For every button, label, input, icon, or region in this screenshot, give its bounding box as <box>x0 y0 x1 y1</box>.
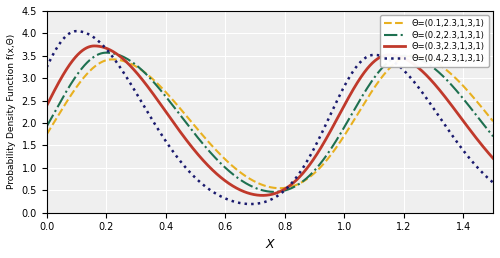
Θ=(0.3,2.3,1,3,1) <box>95 45 101 48</box>
Θ=(0.1,2.3,1,3,1) <box>234 168 240 172</box>
Θ=(0.2,2.3,1,3,1) <box>94 53 100 56</box>
Θ=(0.1,2.3,1,3,1) <box>410 54 416 57</box>
Line: Θ=(0.2,2.3,1,3,1): Θ=(0.2,2.3,1,3,1) <box>46 53 493 192</box>
Θ=(0.4,2.3,1,3,1) <box>234 201 240 204</box>
X-axis label: X: X <box>266 238 274 251</box>
Θ=(0.3,2.3,1,3,1) <box>122 58 128 61</box>
Θ=(0.2,2.3,1,3,1) <box>215 159 221 162</box>
Θ=(0.4,2.3,1,3,1) <box>434 111 440 114</box>
Θ=(0.3,2.3,1,3,1) <box>92 44 98 47</box>
Θ=(0.1,2.3,1,3,1) <box>490 120 496 123</box>
Θ=(0.4,2.3,1,3,1) <box>122 72 128 75</box>
Θ=(0.4,2.3,1,3,1) <box>95 39 101 42</box>
Θ=(0.3,2.3,1,3,1) <box>234 187 240 190</box>
Θ=(0.4,2.3,1,3,1) <box>215 193 221 196</box>
Line: Θ=(0.3,2.3,1,3,1): Θ=(0.3,2.3,1,3,1) <box>46 46 493 195</box>
Θ=(0.4,2.3,1,3,1) <box>490 181 496 184</box>
Θ=(0.1,2.3,1,3,1) <box>121 60 127 63</box>
Θ=(0.1,2.3,1,3,1) <box>277 187 283 190</box>
Θ=(0.1,2.3,1,3,1) <box>434 61 440 64</box>
Θ=(0.4,2.3,1,3,1) <box>482 173 488 176</box>
Θ=(0.4,2.3,1,3,1) <box>44 66 50 69</box>
Legend: Θ=(0.1,2.3,1,3,1), Θ=(0.2,2.3,1,3,1), Θ=(0.3,2.3,1,3,1), Θ=(0.4,2.3,1,3,1): Θ=(0.1,2.3,1,3,1), Θ=(0.2,2.3,1,3,1), Θ=… <box>380 15 489 67</box>
Θ=(0.3,2.3,1,3,1) <box>434 85 440 88</box>
Θ=(0.2,2.3,1,3,1) <box>234 176 240 179</box>
Line: Θ=(0.1,2.3,1,3,1): Θ=(0.1,2.3,1,3,1) <box>46 56 493 188</box>
Θ=(0.1,2.3,1,3,1) <box>215 150 221 154</box>
Θ=(0.3,2.3,1,3,1) <box>482 147 488 150</box>
Θ=(0.1,2.3,1,3,1) <box>44 133 50 136</box>
Θ=(0.1,2.3,1,3,1) <box>94 63 100 66</box>
Θ=(0.1,2.3,1,3,1) <box>482 109 488 112</box>
Θ=(0.2,2.3,1,3,1) <box>122 56 128 59</box>
Θ=(0.3,2.3,1,3,1) <box>215 173 221 176</box>
Θ=(0.4,2.3,1,3,1) <box>74 30 80 33</box>
Θ=(0.2,2.3,1,3,1) <box>271 190 277 194</box>
Θ=(0.2,2.3,1,3,1) <box>490 135 496 138</box>
Θ=(0.2,2.3,1,3,1) <box>434 69 440 72</box>
Θ=(0.4,2.3,1,3,1) <box>248 203 254 206</box>
Line: Θ=(0.4,2.3,1,3,1): Θ=(0.4,2.3,1,3,1) <box>46 31 493 204</box>
Θ=(0.2,2.3,1,3,1) <box>44 125 50 128</box>
Θ=(0.3,2.3,1,3,1) <box>44 104 50 107</box>
Y-axis label: Probability Density Function f(x,Θ): Probability Density Function f(x,Θ) <box>7 34 16 189</box>
Θ=(0.3,2.3,1,3,1) <box>490 157 496 160</box>
Θ=(0.2,2.3,1,3,1) <box>104 51 110 54</box>
Θ=(0.2,2.3,1,3,1) <box>482 124 488 127</box>
Θ=(0.3,2.3,1,3,1) <box>260 194 266 197</box>
